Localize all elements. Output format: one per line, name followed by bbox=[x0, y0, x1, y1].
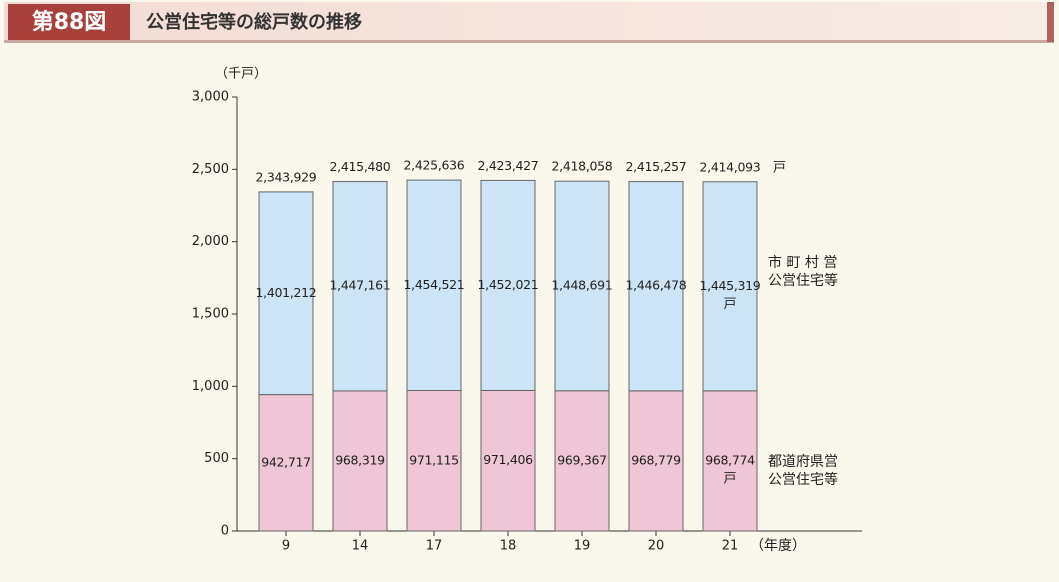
x-tick-label: 20 bbox=[648, 539, 665, 554]
total-label: 2,425,636 bbox=[404, 158, 465, 173]
header-end bbox=[1047, 2, 1054, 42]
bar-segment bbox=[702, 390, 758, 532]
header-shadow bbox=[4, 40, 1054, 43]
total-label: 2,414,093 bbox=[700, 159, 761, 174]
value-label: 1,447,161 bbox=[330, 278, 391, 293]
unit-label: 戸 bbox=[723, 297, 736, 312]
value-label: 968,319 bbox=[335, 452, 385, 467]
y-tick-label: 1,000 bbox=[192, 379, 229, 394]
unit-label: 戸 bbox=[723, 471, 736, 486]
y-tick-label: 2,000 bbox=[192, 234, 229, 249]
total-label: 2,415,480 bbox=[330, 159, 391, 174]
total-label: 2,423,427 bbox=[478, 158, 539, 173]
bar-segment bbox=[554, 180, 610, 392]
x-tick-label: 21 bbox=[722, 539, 739, 554]
y-tick-label: 3,000 bbox=[192, 90, 229, 105]
value-label: 1,454,521 bbox=[404, 277, 465, 292]
bar-segment bbox=[628, 181, 684, 392]
value-label: 969,367 bbox=[557, 452, 607, 467]
bar-segment bbox=[554, 390, 610, 532]
unit-label: 戸 bbox=[773, 160, 786, 175]
y-tick-label: 1,500 bbox=[192, 307, 229, 322]
value-label: 968,779 bbox=[631, 452, 681, 467]
bar-segment bbox=[406, 179, 462, 392]
x-tick-label: 14 bbox=[352, 539, 369, 554]
total-label: 2,418,058 bbox=[552, 159, 613, 174]
bar-segment bbox=[702, 181, 758, 392]
value-label: 1,445,319 bbox=[700, 278, 761, 293]
bar-segment bbox=[258, 191, 314, 396]
value-label: 1,452,021 bbox=[478, 277, 539, 292]
value-label: 1,401,212 bbox=[256, 285, 317, 300]
bar-segment bbox=[332, 390, 388, 532]
bar-segment bbox=[480, 179, 536, 391]
value-label: 942,717 bbox=[261, 454, 311, 469]
bar-segment bbox=[480, 389, 536, 532]
value-label: 971,115 bbox=[409, 452, 459, 467]
figure-number-box bbox=[8, 4, 130, 40]
value-label: 1,446,478 bbox=[626, 278, 687, 293]
legend-label: 市 町 村 営 公営住宅等 bbox=[768, 255, 838, 290]
total-label: 2,415,257 bbox=[626, 159, 687, 174]
header bbox=[4, 2, 1054, 42]
legend-label: 都道府県営 公営住宅等 bbox=[768, 453, 838, 488]
value-label: 968,774 bbox=[705, 452, 755, 467]
value-label: 1,448,691 bbox=[552, 277, 613, 292]
y-tick-label: 2,500 bbox=[192, 162, 229, 177]
x-tick-label: 18 bbox=[500, 539, 517, 554]
total-label: 2,343,929 bbox=[256, 169, 317, 184]
y-tick-label: 0 bbox=[221, 524, 229, 539]
bar-segment bbox=[406, 390, 462, 532]
bar-segment bbox=[332, 181, 388, 392]
value-label: 971,406 bbox=[483, 452, 533, 467]
y-tick-label: 500 bbox=[204, 451, 229, 466]
x-tick-label: 17 bbox=[426, 539, 443, 554]
figure-number: 第88図 bbox=[32, 9, 107, 35]
x-tick-label: 19 bbox=[574, 539, 591, 554]
y-axis-label: （千戸） bbox=[215, 67, 267, 82]
chart-title: 公営住宅等の総戸数の推移 bbox=[146, 11, 362, 33]
x-tick-label: 9 bbox=[282, 539, 290, 554]
x-axis-label: （年度） bbox=[750, 538, 806, 554]
